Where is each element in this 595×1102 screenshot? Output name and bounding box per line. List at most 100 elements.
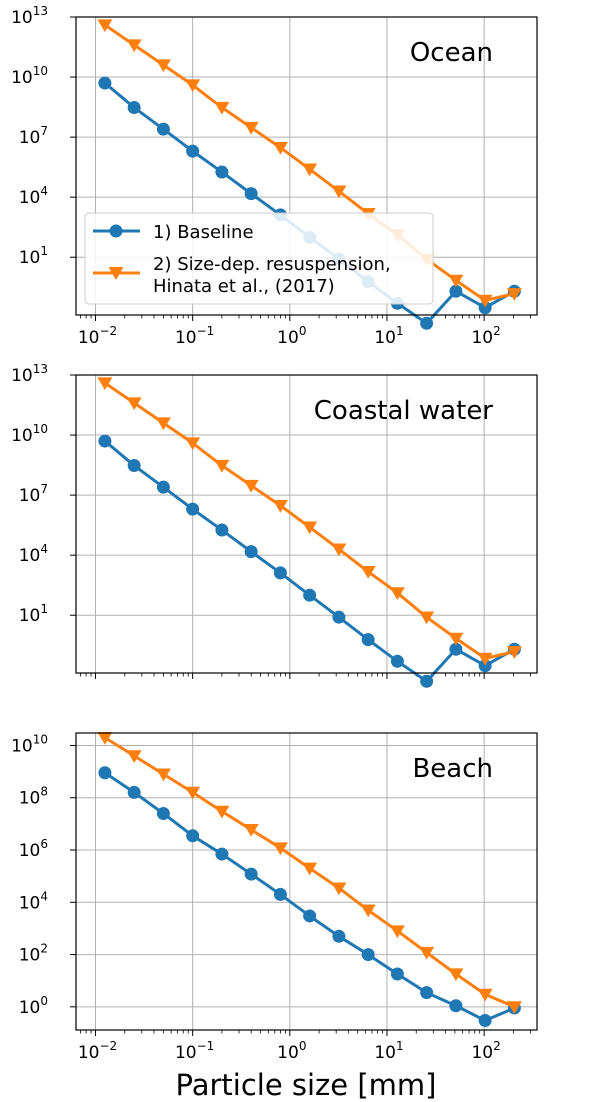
data-point-resuspension	[506, 646, 522, 659]
x-tick-label-base: 10	[175, 328, 197, 348]
data-point-baseline	[361, 948, 375, 962]
data-point-resuspension	[272, 499, 288, 513]
y-tick-label-base: 10	[19, 946, 41, 966]
data-point-resuspension	[126, 39, 142, 53]
y-tick-label: 101	[19, 244, 48, 268]
y-tick-label-base: 10	[19, 893, 41, 913]
data-point-resuspension	[155, 417, 171, 431]
data-point-baseline	[390, 967, 404, 981]
y-tick-label-exp: 1	[40, 244, 48, 258]
y-tick-label-exp: 10	[33, 422, 48, 436]
x-tick-label: 10−1	[175, 1039, 214, 1063]
data-point-baseline	[156, 480, 170, 494]
data-point-baseline	[332, 929, 346, 943]
data-point-baseline	[156, 806, 170, 820]
y-tick-label-exp: 10	[33, 732, 48, 746]
y-tick-label: 1010	[11, 732, 48, 756]
y-tick-label: 1010	[11, 64, 48, 88]
x-tick-label-exp: −1	[197, 1039, 215, 1053]
y-tick-label: 104	[19, 184, 48, 208]
data-point-baseline	[186, 144, 200, 158]
x-tick-label: 100	[277, 324, 306, 348]
data-point-baseline	[127, 101, 141, 115]
data-point-baseline	[215, 523, 229, 537]
data-point-baseline	[478, 301, 492, 315]
y-tick-label-exp: 2	[40, 942, 48, 956]
data-point-resuspension	[185, 79, 201, 93]
x-tick-label-exp: −1	[197, 324, 215, 338]
x-tick-label-exp: 2	[493, 1039, 501, 1053]
data-point-resuspension	[97, 19, 113, 33]
y-tick-label: 1013	[11, 362, 48, 386]
data-point-baseline	[127, 785, 141, 799]
data-point-baseline	[478, 659, 492, 673]
data-point-resuspension	[419, 611, 435, 625]
y-tick-label-exp: 4	[40, 542, 48, 556]
x-tick-label-exp: 1	[396, 1039, 404, 1053]
data-point-resuspension	[477, 988, 493, 1002]
data-point-resuspension	[302, 521, 318, 535]
data-point-baseline	[420, 674, 434, 688]
x-tick-label-base: 10	[175, 1043, 197, 1063]
y-tick-label-exp: 8	[40, 785, 48, 799]
x-tick-label-base: 10	[78, 1043, 100, 1063]
x-tick-label: 10−2	[78, 324, 117, 348]
x-tick-label-exp: 1	[396, 324, 404, 338]
y-tick-label-exp: 1	[40, 602, 48, 616]
x-tick-label-exp: 0	[299, 324, 307, 338]
panel-title: Beach	[412, 754, 493, 784]
data-point-resuspension	[272, 842, 288, 856]
x-tick-label-base: 10	[78, 328, 100, 348]
x-tick-label-exp: 2	[493, 324, 501, 338]
axes-frame	[75, 732, 538, 1031]
data-point-baseline	[478, 1014, 492, 1028]
legend-label-resuspension: 2) Size-dep. resuspension,	[153, 254, 391, 275]
data-point-resuspension	[243, 121, 259, 135]
data-point-baseline	[244, 545, 258, 559]
legend: 1) Baseline 2) Size-dep. resuspension,Hin…	[84, 212, 434, 305]
data-point-baseline	[303, 909, 317, 923]
data-point-resuspension	[331, 185, 347, 199]
x-tick-label: 100	[277, 1039, 306, 1063]
y-tick-label-base: 10	[19, 841, 41, 861]
x-tick-label: 102	[471, 1039, 500, 1063]
y-tick-label: 107	[19, 124, 48, 148]
data-point-baseline	[420, 986, 434, 1000]
legend-marker-resuspension	[108, 267, 124, 280]
data-point-resuspension	[448, 274, 464, 288]
data-point-baseline	[244, 867, 258, 881]
data-point-resuspension	[419, 946, 435, 960]
y-tick-label-exp: 13	[33, 362, 48, 376]
y-tick-label: 102	[19, 942, 48, 966]
x-tick-label-base: 10	[277, 1043, 299, 1063]
y-tick-label-base: 10	[11, 8, 33, 28]
x-tick-label: 101	[374, 324, 403, 348]
data-point-baseline	[215, 165, 229, 179]
data-point-resuspension	[185, 786, 201, 800]
data-point-resuspension	[97, 377, 113, 391]
data-point-resuspension	[302, 163, 318, 177]
data-point-baseline	[156, 122, 170, 136]
data-point-baseline	[449, 999, 463, 1013]
data-point-baseline	[273, 887, 287, 901]
data-point-resuspension	[214, 459, 230, 473]
data-point-resuspension	[331, 882, 347, 896]
data-point-resuspension	[389, 925, 405, 939]
y-tick-label-base: 10	[19, 486, 41, 506]
data-point-resuspension	[155, 59, 171, 73]
x-tick-label: 10−1	[175, 324, 214, 348]
y-tick-label-exp: 10	[33, 64, 48, 78]
y-tick-label-base: 10	[19, 998, 41, 1018]
data-point-baseline	[449, 284, 463, 298]
y-tick-label-base: 10	[19, 128, 41, 148]
data-point-resuspension	[185, 437, 201, 451]
y-tick-label-base: 10	[19, 248, 41, 268]
y-tick-label-exp: 13	[33, 4, 48, 18]
data-point-baseline	[244, 187, 258, 201]
data-point-baseline	[390, 654, 404, 668]
x-tick-label: 102	[471, 324, 500, 348]
data-point-baseline	[127, 459, 141, 473]
data-point-baseline	[98, 766, 112, 780]
y-tick-label-base: 10	[19, 789, 41, 809]
data-point-resuspension	[243, 479, 259, 493]
